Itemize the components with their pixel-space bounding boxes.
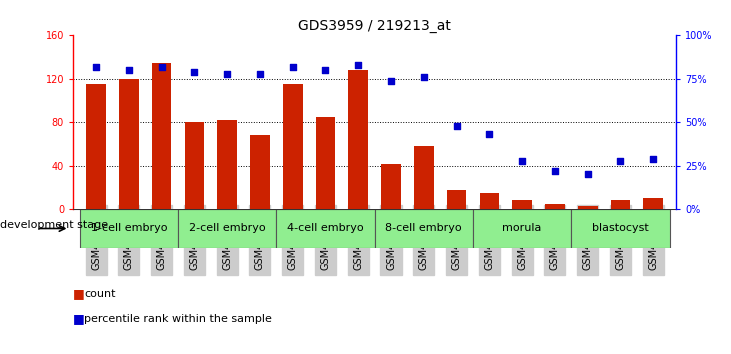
Bar bbox=[250, 135, 270, 209]
Bar bbox=[473, 209, 572, 248]
Bar bbox=[381, 164, 401, 209]
Title: GDS3959 / 219213_at: GDS3959 / 219213_at bbox=[298, 19, 451, 33]
Text: development stage: development stage bbox=[0, 220, 108, 230]
Text: percentile rank within the sample: percentile rank within the sample bbox=[84, 314, 272, 324]
Bar bbox=[414, 146, 433, 209]
Point bbox=[648, 156, 659, 162]
Bar bbox=[316, 117, 336, 209]
Bar bbox=[86, 84, 106, 209]
Text: 2-cell embryo: 2-cell embryo bbox=[189, 223, 265, 234]
Point bbox=[516, 158, 528, 163]
Point bbox=[385, 78, 397, 84]
Bar bbox=[512, 200, 532, 209]
Bar bbox=[283, 84, 303, 209]
Bar bbox=[349, 70, 368, 209]
Point bbox=[418, 74, 430, 80]
Bar bbox=[572, 209, 670, 248]
Bar bbox=[375, 209, 473, 248]
Bar bbox=[577, 206, 597, 209]
Bar bbox=[610, 200, 630, 209]
Point bbox=[90, 64, 102, 69]
Point bbox=[615, 158, 626, 163]
Bar bbox=[178, 209, 276, 248]
Text: 4-cell embryo: 4-cell embryo bbox=[287, 223, 364, 234]
Point bbox=[156, 64, 167, 69]
Bar bbox=[80, 209, 178, 248]
Point bbox=[221, 71, 233, 76]
Text: blastocyst: blastocyst bbox=[592, 223, 649, 234]
Text: ■: ■ bbox=[73, 312, 85, 325]
Bar bbox=[152, 63, 172, 209]
Point bbox=[483, 132, 495, 137]
Bar bbox=[276, 209, 375, 248]
Bar bbox=[545, 204, 565, 209]
Point bbox=[319, 67, 331, 73]
Bar bbox=[119, 79, 139, 209]
Point bbox=[287, 64, 298, 69]
Text: 1-cell embryo: 1-cell embryo bbox=[91, 223, 167, 234]
Bar bbox=[447, 190, 466, 209]
Point bbox=[451, 123, 463, 129]
Point bbox=[582, 172, 594, 177]
Text: 8-cell embryo: 8-cell embryo bbox=[385, 223, 462, 234]
Bar bbox=[184, 122, 204, 209]
Point bbox=[549, 168, 561, 174]
Text: ■: ■ bbox=[73, 287, 85, 300]
Point bbox=[254, 71, 266, 76]
Point bbox=[189, 69, 200, 75]
Point bbox=[352, 62, 364, 68]
Bar bbox=[480, 193, 499, 209]
Point bbox=[123, 67, 135, 73]
Text: morula: morula bbox=[502, 223, 542, 234]
Bar bbox=[217, 120, 237, 209]
Text: count: count bbox=[84, 289, 115, 299]
Bar bbox=[643, 198, 663, 209]
